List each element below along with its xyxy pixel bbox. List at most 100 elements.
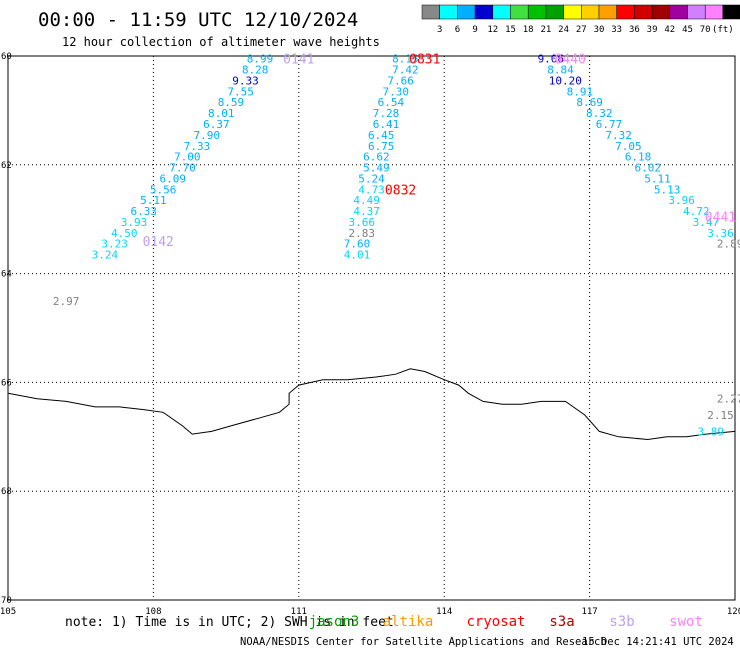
legend-label: 27 (576, 25, 587, 35)
wave-height-value: 7.90 (193, 129, 220, 142)
x-tick-label: 117 (581, 607, 597, 617)
wave-height-value: 4.49 (353, 194, 380, 207)
wave-height-value: 5.13 (654, 183, 681, 196)
wave-height-value: 3.96 (668, 194, 695, 207)
legend-label: 12 (487, 25, 498, 35)
legend-label: 9 (472, 25, 477, 35)
wave-height-value: 8.15 (392, 53, 419, 66)
track-id-label: 0832 (385, 183, 416, 198)
wave-height-value: 8.01 (208, 107, 235, 120)
wave-height-value: 7.05 (615, 140, 642, 153)
wave-height-value: 2.89 (717, 238, 740, 251)
wave-height-value: 10.20 (549, 74, 582, 87)
wave-height-value: 9.33 (232, 74, 259, 87)
wave-height-value: 8.99 (247, 53, 274, 66)
wave-height-value: 7.32 (605, 129, 632, 142)
y-tick-label: 60 (1, 52, 12, 62)
legend-label: 70 (700, 25, 711, 35)
y-tick-label: 68 (1, 487, 12, 497)
legend-swatch (687, 4, 706, 20)
legend-swatch (421, 4, 440, 20)
legend-label: 15 (505, 25, 516, 35)
wave-height-value: 7.00 (174, 151, 201, 164)
wave-height-value: 6.09 (160, 172, 187, 185)
plot-area: 1051081111141171206062646668708.998.289.… (0, 52, 740, 617)
wave-height-value: 3.24 (92, 249, 119, 262)
x-tick-label: 111 (291, 607, 307, 617)
x-tick-label: 120 (727, 607, 740, 617)
legend-swatch (669, 4, 688, 20)
wave-height-value: 6.54 (378, 96, 405, 109)
wave-height-value: 7.60 (344, 238, 371, 251)
satellite-label: altika (383, 614, 434, 630)
track-id-label: 0141 (283, 53, 314, 68)
wave-height-value: 6.37 (203, 118, 230, 131)
legend-swatch (474, 4, 494, 20)
legend-swatch (598, 4, 617, 20)
legend-swatch (545, 4, 564, 20)
wave-height-value: 5.11 (140, 194, 167, 207)
satellite-label: s3b (609, 614, 634, 630)
wave-height-value: 4.72 (683, 205, 710, 218)
timestamp-text: 15 Dec 14:21:41 UTC 2024 (582, 636, 734, 648)
wave-height-value: 3.89 (698, 425, 725, 438)
wave-height-value: 8.28 (242, 64, 269, 77)
legend-swatch (510, 4, 529, 20)
wave-height-value: 4.50 (111, 227, 138, 240)
wave-height-value: 2.27 (717, 393, 740, 406)
legend-swatch (651, 4, 671, 20)
wave-height-value: 7.55 (227, 85, 254, 98)
legend-label: 6 (455, 25, 460, 35)
legend-label: (ft) (712, 25, 734, 35)
y-tick-label: 62 (1, 161, 12, 171)
track-id-label: 0831 (409, 53, 440, 68)
y-tick-label: 64 (1, 270, 12, 280)
wave-height-value: 8.32 (586, 107, 613, 120)
wave-height-value: 5.56 (150, 183, 177, 196)
legend-label: 45 (682, 25, 693, 35)
legend-swatch (439, 4, 458, 20)
wave-height-value: 3.93 (121, 216, 148, 229)
wave-height-value: 3.23 (101, 238, 128, 251)
chart-subtitle: 12 hour collection of altimeter wave hei… (62, 35, 380, 49)
wave-height-value: 3.47 (693, 216, 720, 229)
coastline (7, 368, 736, 441)
wave-height-value: 2.83 (349, 227, 376, 240)
wave-height-value: 7.28 (373, 107, 400, 120)
legend-swatch (492, 4, 511, 20)
wave-height-value: 6.77 (596, 118, 623, 131)
y-tick-label: 66 (1, 378, 12, 388)
wave-height-value: 6.45 (368, 129, 395, 142)
x-tick-label: 108 (145, 607, 161, 617)
legend-swatch (616, 4, 635, 20)
wave-height-value: 5.49 (363, 162, 390, 175)
legend-label: 24 (558, 25, 569, 35)
wave-height-value: 6.62 (363, 151, 390, 164)
wave-height-value: 7.30 (382, 85, 409, 98)
wave-height-value: 6.41 (373, 118, 400, 131)
wave-height-value: 6.18 (625, 151, 652, 164)
legend-swatch (581, 4, 600, 20)
footer-note: note: 1) Time is in UTC; 2) SWH is in fe… (65, 615, 394, 630)
wave-height-value: 7.70 (169, 162, 196, 175)
legend-label: 42 (664, 25, 675, 35)
wave-height-value: 4.73 (358, 183, 385, 196)
x-tick-label: 105 (0, 607, 16, 617)
wave-height-value: 2.97 (53, 295, 80, 308)
wave-height-value: 4.01 (344, 249, 371, 262)
wave-height-value: 7.33 (184, 140, 211, 153)
track-id-label: 0142 (143, 235, 174, 250)
wave-height-value: 4.37 (353, 205, 380, 218)
credit-text: NOAA/NESDIS Center for Satellite Applica… (240, 636, 607, 648)
legend-swatch (704, 4, 724, 20)
satellite-label: jason3 (309, 614, 360, 630)
y-tick-label: 70 (1, 596, 12, 606)
satellite-label: cryosat (466, 614, 525, 630)
satellite-legend: jason3 altika cryosat s3a s3b swot (309, 614, 703, 630)
wave-height-value: 6.75 (368, 140, 395, 153)
legend-label: 18 (523, 25, 534, 35)
legend-label: 21 (540, 25, 551, 35)
satellite-label: s3a (549, 614, 574, 630)
legend-label: 33 (611, 25, 622, 35)
wave-height-value: 3.36 (707, 227, 734, 240)
